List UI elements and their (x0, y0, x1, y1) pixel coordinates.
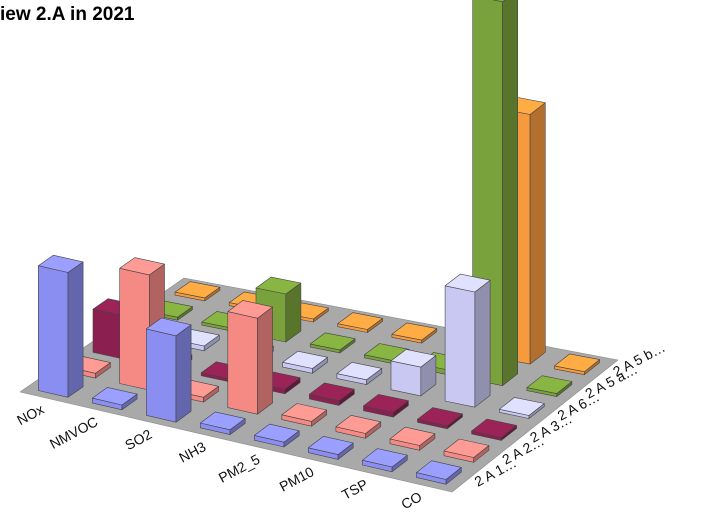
bar-top-face (309, 382, 355, 401)
bar-co-depth-3 (471, 418, 517, 441)
chart-title: iew 2.A in 2021 (0, 4, 135, 25)
bar-top-face (254, 423, 300, 443)
bar-top-face (255, 276, 302, 295)
bar-pm2-5-depth-2 (336, 361, 383, 385)
bar-nh3-depth-1 (309, 332, 356, 354)
x-tick-label: PM10 (277, 463, 317, 494)
bar-front-face (444, 285, 476, 408)
bar-so2-depth-5 (146, 317, 192, 423)
x-tick-label: CO (398, 488, 424, 512)
bar-nh3-depth-2 (282, 350, 328, 374)
bar-top-face (335, 414, 382, 434)
x-tick-label: NOx (14, 401, 46, 428)
bar-nh3-depth-0 (337, 312, 383, 333)
bar-top-face (389, 426, 436, 446)
bar-top-face (417, 407, 463, 427)
bar-tsp-depth-4 (389, 426, 436, 451)
bar-front-face (37, 265, 69, 398)
x-tick-label: TSP (339, 476, 371, 503)
bar-top-face (281, 403, 328, 422)
bar-co-depth-1 (526, 375, 573, 397)
bar-co-depth-5 (416, 460, 462, 485)
bar-top-face (526, 375, 573, 394)
bar-pm10-depth-4 (335, 414, 382, 439)
bar-side-face (502, 0, 519, 387)
bar-pm2-5-depth-5 (254, 423, 300, 448)
bar-top-face (444, 273, 491, 293)
bar-nox-depth-0 (174, 281, 221, 302)
bar-top-face (471, 418, 517, 438)
bar-pm2-5-depth-3 (309, 382, 355, 406)
bar-top-face (307, 435, 354, 455)
bar-top-face (174, 281, 221, 299)
bar-top-face (390, 349, 437, 368)
bar-top-face (37, 254, 84, 273)
bar-top-face (200, 411, 246, 431)
bar-pm10-depth-3 (363, 394, 409, 418)
bar-top-face (336, 361, 383, 381)
bar-nh3-depth-4 (227, 300, 273, 415)
bar-pm2-5-depth-0 (391, 322, 438, 344)
bar-top-face (119, 257, 165, 276)
bar-co-depth-2 (498, 397, 545, 419)
bar-pm10-depth-5 (307, 435, 354, 460)
bar-nmvoc-depth-5 (92, 387, 138, 411)
x-tick-label: NH3 (176, 438, 208, 465)
bar-side-face (67, 261, 84, 398)
bar-nh3-depth-5 (200, 411, 246, 435)
bar-top-face (337, 312, 383, 330)
bar-top-face (309, 332, 356, 351)
bar-top-face (227, 300, 273, 319)
bar-top-face (443, 438, 490, 458)
bar-top-face (282, 350, 328, 369)
x-tick-label: NMVOC (47, 413, 101, 452)
bar-side-face (257, 306, 273, 415)
bar-side-face (474, 279, 491, 408)
bar-tsp-depth-2 (444, 273, 491, 408)
bar-pm10-depth-2 (390, 349, 437, 397)
bar-tsp-depth-5 (362, 448, 408, 473)
bar-co-depth-0 (554, 353, 600, 376)
bar-front-face (92, 308, 123, 360)
bar-top-face (554, 353, 600, 373)
bar-nox-depth-5 (37, 254, 84, 398)
bar-side-face (175, 324, 192, 423)
bar-tsp-depth-3 (417, 407, 463, 430)
bar-top-face (362, 448, 408, 468)
bar-co-depth-4 (443, 438, 490, 463)
bar-top-face (146, 317, 192, 337)
bar-pm2-5-depth-4 (281, 403, 328, 427)
x-tick-label: PM2_5 (216, 451, 263, 486)
bar-front-face (146, 328, 177, 423)
bar-top-face (363, 394, 409, 413)
x-tick-label: SO2 (122, 426, 154, 453)
bar-front-face (227, 311, 258, 415)
bar-top-face (92, 387, 138, 406)
bar-front-face (119, 267, 150, 391)
bar-top-face (416, 460, 462, 480)
bar-top-face (391, 322, 438, 341)
chart-bars (37, 0, 600, 485)
bar-top-face (492, 0, 506, 3)
bar-top-face (498, 397, 545, 416)
bar-side-face (529, 102, 546, 365)
